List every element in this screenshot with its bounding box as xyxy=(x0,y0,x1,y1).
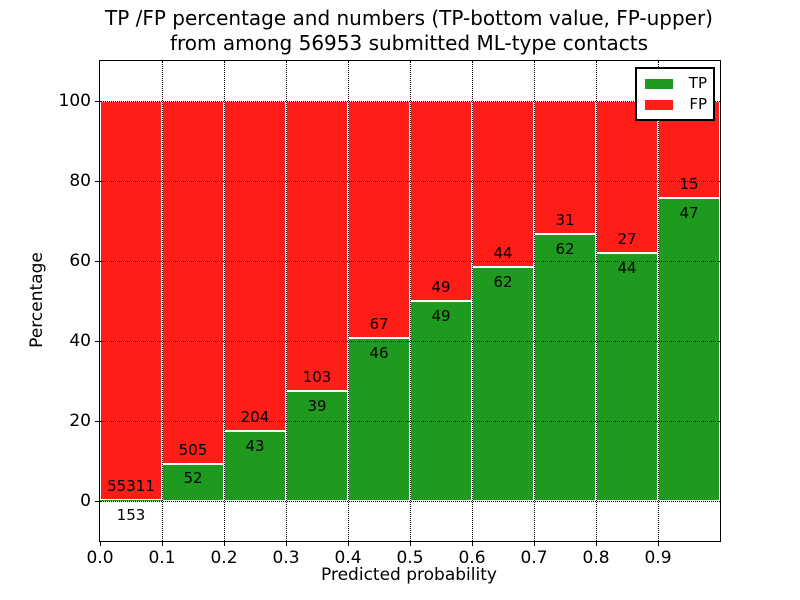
x-tick-label: 0.1 xyxy=(148,548,176,568)
x-tick-label: 0.2 xyxy=(210,548,238,568)
tp-count-label: 153 xyxy=(116,505,146,524)
x-tick-label: 0.6 xyxy=(458,548,486,568)
x-gridline xyxy=(596,61,597,541)
x-gridline xyxy=(472,61,473,541)
x-tick-mark xyxy=(658,541,659,546)
x-tick-mark xyxy=(100,541,101,546)
fp-count-label: 44 xyxy=(493,244,513,263)
bar-tp-segment xyxy=(658,197,720,501)
chart-title-line2: from among 56953 submitted ML-type conta… xyxy=(169,31,649,55)
x-axis-label: Predicted probability xyxy=(321,565,497,585)
x-gridline xyxy=(162,61,163,541)
legend-swatch-fp xyxy=(645,99,673,110)
y-tick-label: 40 xyxy=(69,331,91,351)
legend-entry-tp: TP xyxy=(645,73,707,94)
x-tick-label: 0.5 xyxy=(396,548,424,568)
x-tick-label: 0.4 xyxy=(334,548,362,568)
y-tick-label: 20 xyxy=(69,411,91,431)
bar-tp-segment xyxy=(534,234,596,501)
fp-count-label: 67 xyxy=(369,315,389,334)
x-tick-mark xyxy=(596,541,597,546)
bar-fp-segment xyxy=(224,101,286,432)
bar-tp-segment xyxy=(596,253,658,501)
x-gridline xyxy=(534,61,535,541)
tp-count-label: 62 xyxy=(493,272,513,291)
x-tick-label: 0.7 xyxy=(520,548,548,568)
y-tick-mark xyxy=(95,341,100,342)
bar-fp-segment xyxy=(162,101,224,464)
x-tick-label: 0.0 xyxy=(86,548,114,568)
x-gridline xyxy=(348,61,349,541)
y-tick-mark xyxy=(95,421,100,422)
fp-count-label: 27 xyxy=(617,230,637,249)
y-tick-mark xyxy=(95,101,100,102)
bar-tp-segment xyxy=(100,499,162,501)
y-tick-mark xyxy=(95,501,100,502)
x-tick-label: 0.8 xyxy=(582,548,610,568)
tp-count-label: 47 xyxy=(679,203,699,222)
fp-count-label: 505 xyxy=(178,440,208,459)
x-gridline xyxy=(286,61,287,541)
fp-count-label: 31 xyxy=(555,211,575,230)
x-tick-mark xyxy=(410,541,411,546)
x-gridline xyxy=(224,61,225,541)
bar-tp-segment xyxy=(410,301,472,501)
tp-count-label: 39 xyxy=(307,396,327,415)
y-tick-label: 80 xyxy=(69,171,91,191)
tp-count-label: 62 xyxy=(555,240,575,259)
bar-fp-segment xyxy=(348,101,410,339)
tp-count-label: 43 xyxy=(245,437,265,456)
bar-tp-segment xyxy=(224,431,286,501)
tp-count-label: 52 xyxy=(183,469,203,488)
tp-count-label: 49 xyxy=(431,306,451,325)
bar-fp-segment xyxy=(100,101,162,500)
legend: TP FP xyxy=(635,67,715,121)
x-gridline xyxy=(658,61,659,541)
fp-count-label: 15 xyxy=(679,174,699,193)
y-tick-mark xyxy=(95,261,100,262)
y-tick-label: 60 xyxy=(69,251,91,271)
fp-count-label: 204 xyxy=(240,408,270,427)
tp-count-label: 46 xyxy=(369,343,389,362)
bar-tp-segment xyxy=(286,391,348,501)
legend-swatch-tp xyxy=(645,78,673,89)
x-tick-mark xyxy=(348,541,349,546)
x-tick-mark xyxy=(472,541,473,546)
y-tick-mark xyxy=(95,181,100,182)
legend-entry-fp: FP xyxy=(645,94,707,115)
chart-title: TP /FP percentage and numbers (TP-bottom… xyxy=(99,6,719,56)
fp-count-label: 55311 xyxy=(107,476,155,495)
y-tick-label: 0 xyxy=(80,491,91,511)
chart-title-line1: TP /FP percentage and numbers (TP-bottom… xyxy=(105,6,713,30)
fp-count-label: 49 xyxy=(431,278,451,296)
bar-fp-segment xyxy=(410,101,472,301)
x-tick-mark xyxy=(286,541,287,546)
x-tick-label: 0.9 xyxy=(644,548,672,568)
x-tick-mark xyxy=(534,541,535,546)
x-tick-mark xyxy=(224,541,225,546)
bar-tp-segment xyxy=(472,267,534,501)
legend-label-fp: FP xyxy=(689,95,707,113)
y-tick-label: 100 xyxy=(58,91,91,111)
tp-count-label: 44 xyxy=(617,258,637,277)
plot-area: 55311 153 505 52 204 43 103 39 67 46 49 49 44 62 31 62 2… xyxy=(59,60,721,568)
legend-label-tp: TP xyxy=(688,74,707,92)
x-tick-mark xyxy=(162,541,163,546)
x-tick-label: 0.3 xyxy=(272,548,300,568)
x-gridline xyxy=(410,61,411,541)
fp-count-label: 103 xyxy=(302,368,332,387)
bar-fp-segment xyxy=(286,101,348,392)
